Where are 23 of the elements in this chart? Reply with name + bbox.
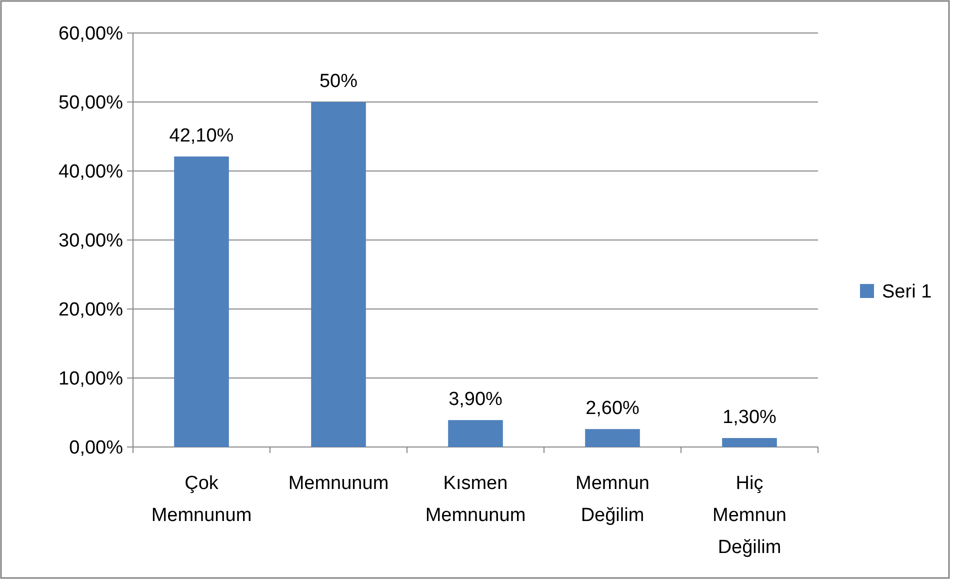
x-tick-label: Kısmen Memnunum (425, 473, 526, 526)
y-tick-label: 30,00% (58, 230, 124, 252)
data-label: 50% (319, 71, 358, 92)
data-label: 3,90% (448, 389, 503, 410)
bar (585, 429, 640, 447)
bar (311, 102, 366, 447)
bar (174, 156, 229, 447)
y-tick-label: 50,00% (58, 92, 124, 114)
x-tick-label: Çok Memnunum (151, 473, 252, 526)
bar (722, 438, 777, 447)
y-tick-label: 20,00% (58, 300, 124, 321)
y-tick-label: 40,00% (58, 162, 124, 183)
data-label: 42,10% (169, 126, 234, 147)
y-tick-label: 60,00% (58, 24, 124, 45)
x-tick-label: Memnun Değilim (576, 473, 650, 526)
legend-label: Seri 1 (882, 282, 932, 303)
x-tick-label: Hiç Memnun Değilim (712, 473, 786, 558)
bar (448, 420, 503, 447)
x-tick-label: Memnunum (288, 473, 389, 494)
y-tick-label: 0,00% (69, 438, 124, 459)
data-label: 2,60% (586, 398, 640, 420)
y-tick-label: 10,00% (58, 368, 124, 390)
data-label: 1,30% (722, 407, 777, 428)
